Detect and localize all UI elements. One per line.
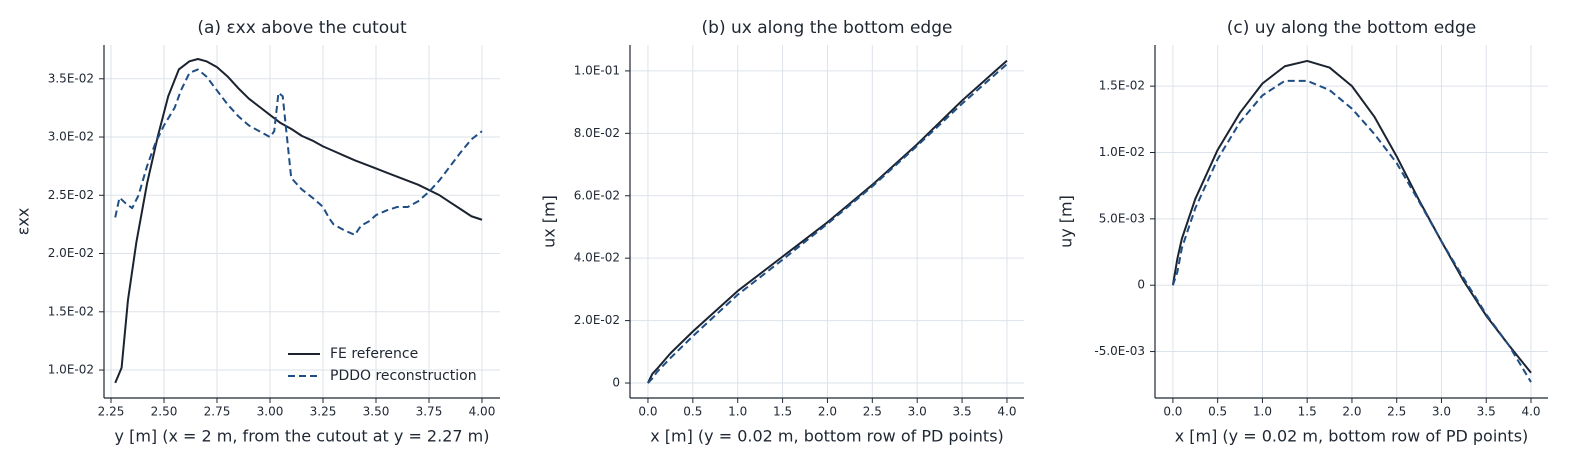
x-tick-label: 4.0 <box>997 405 1016 419</box>
y-tick-label: 4.0E-02 <box>574 251 620 265</box>
x-axis-label: x [m] (y = 0.02 m, bottom row of PD poin… <box>650 427 1004 446</box>
y-tick-label: 8.0E-02 <box>574 126 620 140</box>
x-axis-label: x [m] (y = 0.02 m, bottom row of PD poin… <box>1175 427 1529 446</box>
y-tick-label: 1.0E-02 <box>48 363 94 377</box>
y-tick-label: -5.0E-03 <box>1094 344 1145 358</box>
x-tick-label: 1.5 <box>1298 405 1317 419</box>
chart-title: (b) ux along the bottom edge <box>702 18 953 38</box>
x-tick-label: 1.5 <box>773 405 792 419</box>
x-tick-label: 3.0 <box>908 405 927 419</box>
legend-label: PDDO reconstruction <box>330 368 477 384</box>
x-tick-label: 3.75 <box>416 405 443 419</box>
y-tick-label: 1.0E-02 <box>1099 145 1145 159</box>
x-tick-label: 2.0 <box>1342 405 1361 419</box>
x-axis-label: y [m] (x = 2 m, from the cutout at y = 2… <box>115 427 490 446</box>
series-line <box>1171 79 1532 383</box>
series-line <box>647 59 1008 384</box>
x-tick-label: 4.0 <box>1521 405 1540 419</box>
x-tick-label: 3.5 <box>953 405 972 419</box>
x-tick-label: 3.25 <box>310 405 337 419</box>
x-tick-label: 2.0 <box>818 405 837 419</box>
x-tick-label: 2.5 <box>1387 405 1406 419</box>
x-tick-label: 3.00 <box>257 405 284 419</box>
chart-title: (c) uy along the bottom edge <box>1227 18 1476 38</box>
y-tick-label: 3.0E-02 <box>48 130 94 144</box>
x-tick-label: 2.50 <box>151 405 178 419</box>
y-tick-label: 2.5E-02 <box>48 188 94 202</box>
x-tick-label: 0.5 <box>1208 405 1227 419</box>
y-tick-label: 0 <box>1137 278 1145 292</box>
y-tick-label: 1.5E-02 <box>48 304 94 318</box>
x-tick-label: 2.75 <box>204 405 231 419</box>
y-tick-label: 0 <box>612 376 620 390</box>
series-line <box>114 57 483 384</box>
x-tick-label: 2.25 <box>98 405 125 419</box>
y-tick-label: 5.0E-03 <box>1099 211 1145 225</box>
y-tick-label: 2.0E-02 <box>48 246 94 260</box>
series-line <box>1171 59 1532 374</box>
x-tick-label: 0.5 <box>683 405 702 419</box>
x-tick-label: 3.5 <box>1477 405 1496 419</box>
x-tick-label: 3.0 <box>1432 405 1451 419</box>
y-tick-label: 2.0E-02 <box>574 313 620 327</box>
x-tick-label: 0.0 <box>1163 405 1182 419</box>
chart-title: (a) εxx above the cutout <box>197 18 407 38</box>
y-tick-label: 6.0E-02 <box>574 188 620 202</box>
y-axis-label: ux [m] <box>540 195 559 248</box>
x-tick-label: 2.5 <box>863 405 882 419</box>
x-tick-label: 1.0 <box>1253 405 1272 419</box>
x-tick-label: 4.00 <box>469 405 496 419</box>
x-tick-label: 3.50 <box>363 405 390 419</box>
y-axis-label: uy [m] <box>1057 195 1076 248</box>
y-tick-label: 1.0E-01 <box>574 63 620 77</box>
series-line <box>647 63 1008 384</box>
y-tick-label: 3.5E-02 <box>48 71 94 85</box>
legend-label: FE reference <box>330 346 418 362</box>
x-tick-label: 0.0 <box>638 405 657 419</box>
y-axis-label: εxx <box>14 208 33 236</box>
series-line <box>114 68 483 236</box>
x-tick-label: 1.0 <box>728 405 747 419</box>
y-tick-label: 1.5E-02 <box>1099 79 1145 93</box>
